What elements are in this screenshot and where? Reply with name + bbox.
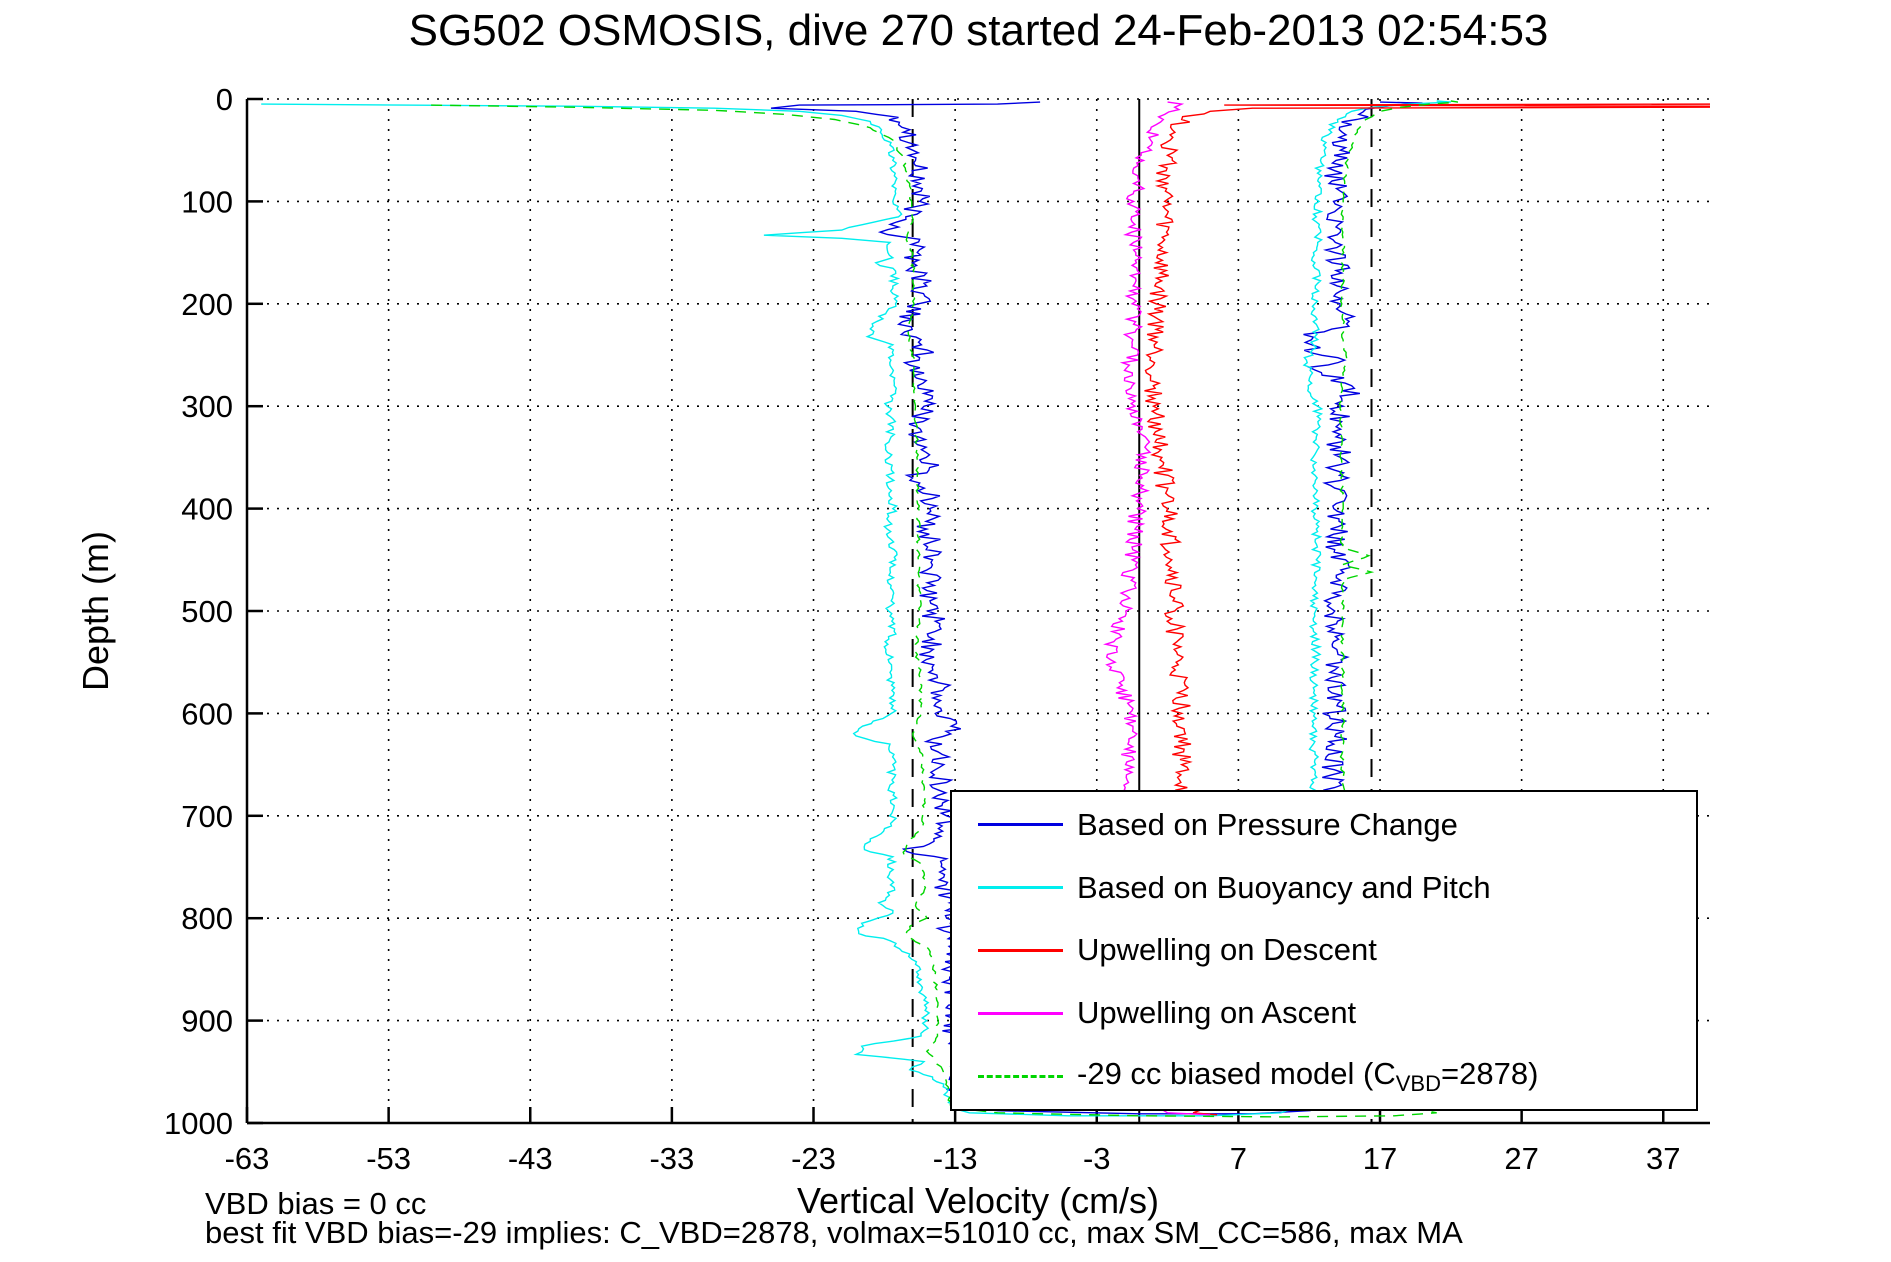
legend-line-sample <box>978 886 1063 890</box>
legend-item-label: -29 cc biased model (CVBD=2878) <box>1077 1055 1539 1096</box>
y-tick-label: 800 <box>181 901 233 936</box>
y-tick-label: 700 <box>181 799 233 834</box>
x-tick-label: -53 <box>366 1141 411 1176</box>
x-tick-label: -23 <box>791 1141 836 1176</box>
y-tick-label: 400 <box>181 492 233 527</box>
legend-line-sample <box>978 1074 1063 1078</box>
x-tick-label: 27 <box>1504 1141 1538 1176</box>
x-tick-label: -33 <box>649 1141 694 1176</box>
y-tick-label: 900 <box>181 1004 233 1039</box>
y-tick-label: 600 <box>181 696 233 731</box>
legend-item-label: Based on Buoyancy and Pitch <box>1077 869 1491 905</box>
x-axis-label: Vertical Velocity (cm/s) <box>796 1180 1160 1221</box>
legend-item-label: Upwelling on Ascent <box>1077 995 1357 1031</box>
legend-line-sample <box>978 823 1063 827</box>
legend-line-sample <box>978 1011 1063 1015</box>
x-tick-label: 17 <box>1363 1141 1397 1176</box>
y-tick-label: 200 <box>181 287 233 322</box>
legend-item-label: Upwelling on Descent <box>1077 932 1377 968</box>
legend-item: Based on Buoyancy and Pitch <box>952 858 1696 918</box>
x-tick-label: 37 <box>1646 1141 1680 1176</box>
series-path-4 <box>431 100 1459 1118</box>
y-axis-label: Depth (m) <box>75 530 116 692</box>
legend-item: Upwelling on Descent <box>952 920 1696 980</box>
x-tick-label: -43 <box>508 1141 553 1176</box>
x-tick-label: -63 <box>225 1141 270 1176</box>
y-tick-label: 1000 <box>164 1106 233 1141</box>
y-tick-label: 0 <box>216 82 233 117</box>
x-tick-label: -3 <box>1083 1141 1111 1176</box>
y-tick-label: 500 <box>181 594 233 629</box>
legend-item: Based on Pressure Change <box>952 795 1696 855</box>
legend-item-label: Based on Pressure Change <box>1077 806 1458 842</box>
legend-item: Upwelling on Ascent <box>952 983 1696 1043</box>
x-tick-label: -13 <box>933 1141 978 1176</box>
legend-line-sample <box>978 948 1063 952</box>
page-title: SG502 OSMOSIS, dive 270 started 24-Feb-2… <box>408 6 1549 55</box>
vbd-bias-annotation: VBD bias = 0 cc <box>205 1186 427 1221</box>
y-tick-label: 300 <box>181 389 233 424</box>
best-fit-annotation: best fit VBD bias=-29 implies: C_VBD=287… <box>205 1215 1463 1250</box>
legend-box: Based on Pressure Change Based on Buoyanc… <box>950 790 1698 1111</box>
x-tick-label: 7 <box>1230 1141 1247 1176</box>
legend-item: -29 cc biased model (CVBD=2878) <box>952 1046 1696 1106</box>
y-tick-label: 100 <box>181 184 233 219</box>
